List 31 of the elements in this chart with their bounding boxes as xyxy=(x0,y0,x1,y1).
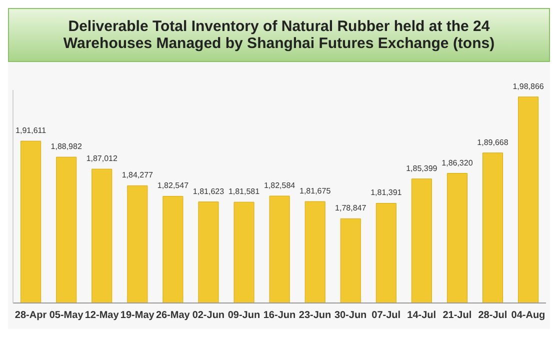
x-tick-label: 28-Jul xyxy=(478,310,508,322)
data-label: 1,82,584 xyxy=(264,180,296,190)
chart-title: Deliverable Total Inventory of Natural Rubber held at the 24 Warehouses Managed by Shanghai Futures Exchange (tons) xyxy=(8,8,550,62)
data-label: 1,86,320 xyxy=(442,158,474,168)
x-tick-label: 09-Jun xyxy=(228,310,260,322)
data-label: 1,91,611 xyxy=(16,126,47,136)
x-tick-label: 14-Jul xyxy=(407,310,436,322)
data-label: 1,98,866 xyxy=(512,82,544,91)
data-label: 1,89,668 xyxy=(477,138,509,147)
x-tick-label: 19-May xyxy=(120,310,155,322)
data-label: 1,85,399 xyxy=(406,164,438,173)
data-label: 1,84,277 xyxy=(122,170,154,180)
data-label: 1,87,012 xyxy=(86,154,118,164)
x-tick-label: 23-Jun xyxy=(298,310,332,322)
data-label: 1,81,581 xyxy=(228,187,260,196)
x-tick-label: 28-Apr xyxy=(14,310,47,322)
x-tick-label: 07-Jul xyxy=(372,310,401,322)
data-label: 1,88,982 xyxy=(50,142,82,152)
x-tick-label: 26-May xyxy=(156,310,190,322)
x-tick-label: 05-May xyxy=(49,310,84,322)
x-tick-label: 12-May xyxy=(84,310,120,322)
x-tick-label: 21-Jul xyxy=(442,310,472,322)
x-tick-label: 02-Jun xyxy=(192,310,225,322)
x-tick-label: 04-Aug xyxy=(511,310,546,322)
data-label: 1,82,547 xyxy=(157,181,190,190)
data-label: 1,81,623 xyxy=(192,186,225,196)
data-label: 1,78,847 xyxy=(335,204,367,213)
data-label: 1,81,675 xyxy=(300,186,332,196)
data-label: 1,81,391 xyxy=(370,188,402,198)
x-tick-label: 16-Jun xyxy=(263,310,296,322)
x-tick-label: 30-Jun xyxy=(334,310,367,322)
